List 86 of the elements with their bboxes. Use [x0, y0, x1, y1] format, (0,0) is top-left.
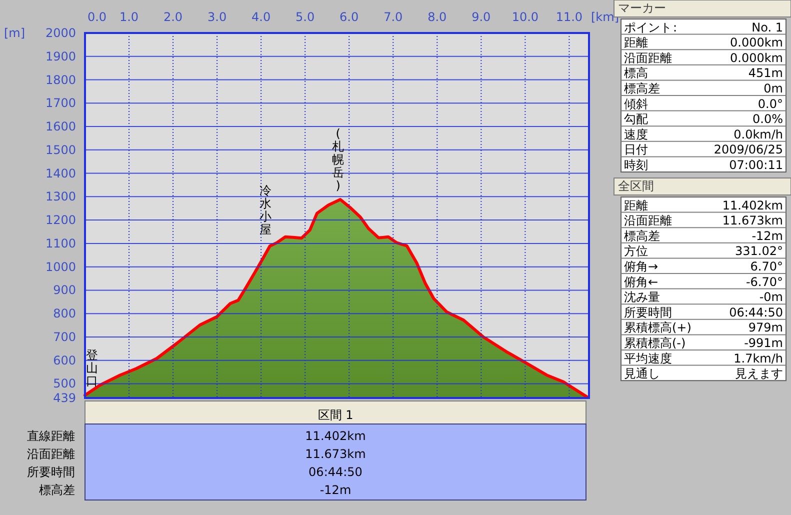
x-tick-label: 2.0 [163, 10, 183, 24]
text: -12m [320, 483, 352, 497]
category-label: 日付 [624, 142, 648, 157]
category-label: 距離 [624, 198, 648, 212]
category-label: 累積標高(+) [624, 320, 692, 335]
category-label: 標高 [624, 66, 648, 80]
text: 06:44:50 [729, 305, 783, 320]
text: 979m [748, 320, 783, 335]
category-label: 勾配 [624, 112, 648, 126]
x-tick-label: 8.0 [428, 10, 447, 24]
text: マーカー [618, 1, 666, 15]
y-tick-label: 500 [53, 376, 76, 391]
category-label: 直線距離 [27, 429, 75, 443]
text: 11.402km [722, 198, 783, 212]
y-tick-label: 800 [53, 306, 76, 321]
category-label: 標高差 [624, 82, 660, 96]
y-axis-title: [m] [4, 26, 26, 40]
x-tick-label: 0.0 [87, 10, 107, 24]
y-tick-label: 2000 [45, 26, 76, 40]
y-tick-label: 1500 [45, 142, 76, 157]
y-tick-label: 1700 [45, 96, 76, 110]
text: -991m [744, 336, 783, 350]
text: 0.000km [730, 50, 783, 65]
text: 見えます [735, 366, 783, 381]
y-tick-label: 1900 [45, 49, 76, 64]
y-tick-label: 900 [53, 283, 76, 298]
y-tick-label: 1300 [45, 190, 76, 204]
category-label: 累積標高(-) [624, 336, 686, 350]
category-label: 俯角← [624, 274, 658, 289]
text: 0m [764, 82, 783, 96]
category-label: 沿面距離 [27, 447, 75, 461]
category-label: 沿面距離 [624, 50, 672, 65]
text: 区間 1 [318, 408, 354, 422]
text: -6.70° [746, 274, 783, 289]
category-label: 速度 [624, 127, 648, 142]
text: 0.0% [752, 112, 783, 126]
text: 0.0° [758, 96, 783, 111]
x-tick-label: 3.0 [208, 10, 227, 24]
category-label: 方位 [624, 244, 648, 258]
y-tick-label: 1000 [45, 260, 76, 274]
y-tick-label: 1100 [45, 236, 76, 250]
category-label: 俯角→ [624, 260, 658, 274]
category-label: 沿面距離 [624, 214, 672, 228]
text: 11.673km [305, 447, 366, 461]
category-label: 時刻 [624, 158, 648, 172]
text: 07:00:11 [729, 158, 783, 172]
category-label: 標高差 [624, 228, 660, 243]
x-tick-label: 9.0 [472, 10, 491, 24]
y-tick-label: 600 [53, 353, 76, 368]
text: -0m [759, 290, 783, 304]
category-label: 沈み量 [624, 290, 660, 304]
text: -12m [752, 228, 783, 243]
x-tick-label: 1.0 [119, 10, 139, 24]
category-label: ポイント [624, 20, 672, 34]
category-label: 距離 [624, 36, 648, 50]
text: 331.02° [735, 244, 783, 258]
text: 0.0km/h [734, 127, 783, 142]
category-label: 見通し [624, 366, 660, 381]
text: 06:44:50 [308, 465, 362, 479]
y-tick-label: 1400 [45, 166, 76, 180]
text: 2009/06/25 [714, 142, 783, 157]
category-label: 標高差 [39, 483, 75, 497]
text: 全区間 [618, 179, 654, 193]
x-tick-label: 4.0 [252, 10, 271, 24]
category-label: 傾斜 [624, 96, 648, 111]
x-tick-label: 6.0 [340, 10, 359, 24]
text: 451m [748, 66, 783, 80]
text: 0.000km [730, 36, 783, 50]
category-label: 所要時間 [27, 465, 75, 479]
text: : [673, 20, 678, 34]
text: 11.402km [305, 429, 366, 443]
x-tick-label: 11.0 [556, 10, 583, 24]
x-tick-label: 7.0 [384, 10, 403, 24]
y-tick-label: 1200 [45, 213, 76, 228]
y-tick-label: 439 [53, 391, 76, 405]
x-tick-label: 10.0 [512, 10, 539, 24]
text: No. 1 [752, 20, 783, 34]
y-tick-label: 1600 [45, 120, 76, 134]
text: 11.673km [722, 214, 783, 228]
category-label: 平均速度 [624, 351, 672, 366]
y-tick-label: 700 [53, 330, 76, 344]
text: 1.7km/h [734, 351, 783, 366]
category-label: 所要時間 [624, 305, 672, 320]
x-tick-label: 5.0 [296, 10, 315, 24]
text: 6.70° [750, 260, 783, 274]
y-tick-label: 1800 [45, 72, 76, 87]
